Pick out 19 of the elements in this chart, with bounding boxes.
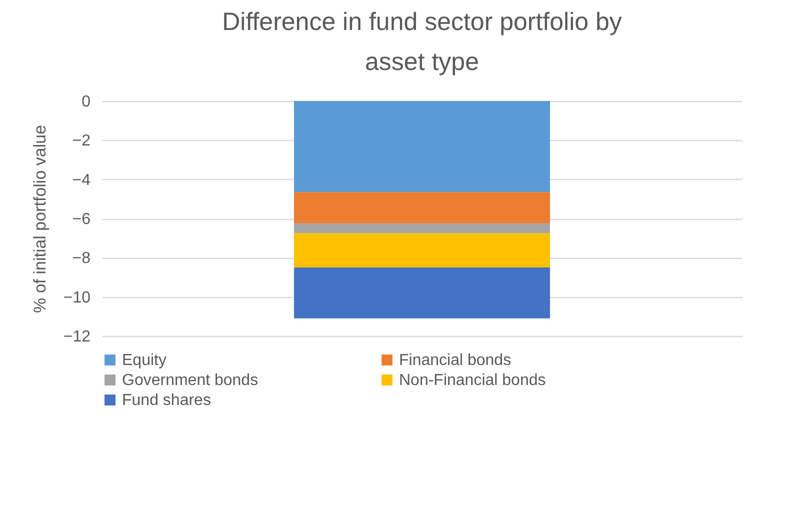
y-axis-title: % of initial portfolio value bbox=[30, 124, 50, 314]
bar bbox=[294, 223, 550, 234]
y-tick-label: −6 bbox=[72, 211, 91, 228]
legend-label: Financial bonds bbox=[399, 352, 512, 369]
bar bbox=[294, 233, 550, 268]
y-tick-label: −8 bbox=[72, 250, 91, 268]
legend-label: Equity bbox=[122, 352, 166, 369]
bar bbox=[294, 267, 550, 318]
bar bbox=[294, 101, 550, 192]
bar bbox=[294, 192, 550, 224]
legend-label: Non-Financial bonds bbox=[399, 372, 546, 389]
y-tick-label: −4 bbox=[72, 172, 91, 189]
legend-label: Government bonds bbox=[122, 372, 258, 389]
y-tick-label: −12 bbox=[63, 328, 91, 346]
y-tick-label: −2 bbox=[72, 132, 91, 150]
y-tick-label: −10 bbox=[63, 289, 91, 306]
y-tick-label: 0 bbox=[82, 94, 91, 110]
chart-title: Difference in fund sector portfolio by asset type bbox=[222, 8, 622, 76]
legend-label: Fund shares bbox=[122, 392, 211, 409]
